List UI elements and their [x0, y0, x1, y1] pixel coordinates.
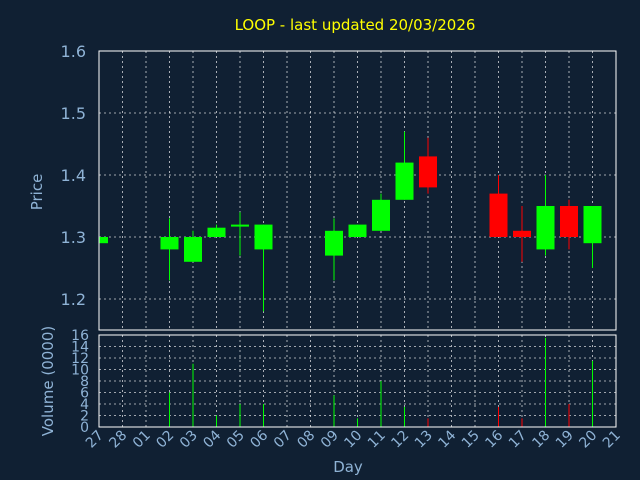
candle-05: [231, 212, 249, 256]
x-tick-label: 09: [318, 428, 342, 452]
volume-bars: [169, 337, 593, 427]
candle-03: [184, 230, 202, 262]
candle-13: [419, 137, 437, 194]
x-tick-label: 03: [177, 428, 201, 452]
candle-body: [536, 206, 555, 250]
x-tick-label: 10: [341, 428, 365, 452]
volume-tick-label: 14: [71, 340, 89, 356]
x-tick-label: 20: [576, 428, 600, 452]
candle-20: [583, 206, 602, 268]
volume-axis-label: Volume (0000): [39, 326, 57, 436]
x-axis-label: Day: [333, 458, 363, 476]
candle-27: [98, 237, 108, 244]
volume-tick-label: 12: [71, 351, 89, 367]
x-tick-label: 19: [553, 428, 577, 452]
volume-tick-label: 0: [80, 420, 89, 436]
x-tick-label: 06: [247, 427, 271, 451]
volume-tick-label: 16: [71, 328, 89, 344]
candle-body: [184, 237, 202, 262]
x-tick-label: 17: [506, 428, 530, 452]
candle-09: [325, 218, 343, 281]
x-tick-label: 08: [294, 428, 318, 452]
price-plot-frame: [98, 50, 617, 331]
candle-12: [395, 131, 414, 200]
x-tick-label: 21: [600, 428, 624, 452]
volume-tick-label: 2: [80, 409, 89, 425]
candle-06: [254, 224, 273, 312]
x-tick-label: 02: [153, 428, 177, 452]
candle-18: [536, 175, 555, 256]
candle-11: [372, 193, 390, 231]
candle-body: [419, 156, 437, 188]
x-tick-label: 04: [200, 427, 224, 451]
candle-19: [560, 199, 578, 250]
price-candles: [98, 131, 602, 312]
price-tick-label: 1.4: [61, 166, 86, 185]
x-tick-label: 14: [435, 427, 459, 451]
price-tick-label: 1.3: [61, 228, 86, 247]
candle-16: [489, 175, 508, 237]
volume-tick-label: 6: [80, 386, 89, 402]
candle-body: [160, 237, 179, 250]
price-y-tick-labels: 1.2 1.3 1.4 1.5 1.6: [61, 42, 86, 309]
volume-tick-label: 8: [80, 374, 89, 390]
candle-body: [372, 199, 390, 231]
candle-body: [560, 206, 578, 237]
price-tick-label: 1.5: [61, 104, 86, 123]
volume-tick-label: 4: [80, 397, 89, 413]
candle-02: [160, 218, 179, 281]
candle-17: [513, 206, 531, 262]
x-tick-label: 18: [529, 428, 553, 452]
x-tick-labels: 27 28 01 02 03 04 05 06 07 08 09 10 11 12 13 14 15 16 17 18…: [83, 427, 624, 451]
x-tick-label: 05: [224, 428, 248, 452]
candle-body: [254, 224, 273, 250]
candle-body: [489, 193, 508, 237]
x-tick-label: 07: [271, 428, 295, 452]
x-tick-label: 28: [106, 428, 130, 452]
candle-body: [99, 237, 108, 244]
chart-title: LOOP - last updated 20/03/2026: [235, 16, 476, 34]
x-tick-label: 16: [482, 427, 506, 451]
candle-body: [231, 224, 249, 227]
price-axis-label: Price: [28, 174, 46, 211]
price-gridlines: [99, 50, 616, 330]
price-tick-label: 1.6: [61, 42, 86, 61]
candle-10: [348, 224, 367, 237]
candle-body: [325, 230, 343, 256]
candle-body: [395, 162, 414, 200]
x-tick-label: 12: [388, 428, 412, 452]
volume-gridlines: [99, 334, 616, 428]
x-tick-label: 11: [365, 428, 389, 452]
x-tick-label: 15: [459, 428, 483, 452]
x-tick-label: 13: [412, 428, 436, 452]
candle-body: [348, 224, 367, 237]
candle-body: [207, 227, 226, 237]
price-tick-label: 1.2: [61, 290, 86, 309]
candle-body: [513, 230, 531, 237]
candle-body: [583, 206, 602, 244]
volume-plot-frame: [98, 334, 617, 428]
x-tick-label: 01: [130, 428, 154, 452]
candle-04: [207, 224, 226, 237]
volume-tick-label: 10: [71, 363, 89, 379]
